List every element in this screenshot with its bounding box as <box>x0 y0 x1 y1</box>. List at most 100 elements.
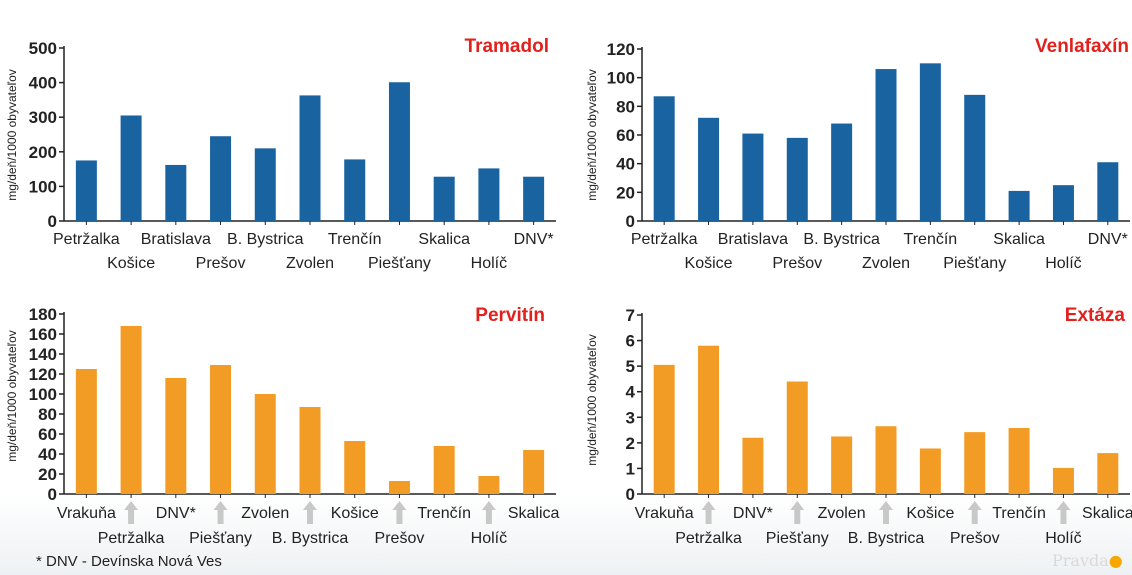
chart-tramadol: Tramadol mg/deň/1000 obyvateľov 0 100 200 300… <box>5 36 556 272</box>
category-label-holic: Holíč <box>1045 530 1081 547</box>
bar-petrzalka <box>75 160 97 221</box>
category-label-zvolen: Zvolen <box>818 505 866 522</box>
up-arrow-icon <box>392 501 407 524</box>
category-label-presov: Prešov <box>772 255 822 272</box>
y-tick-label: 20 <box>616 183 635 202</box>
category-label-trencin: Trenčín <box>992 505 1046 522</box>
bar-holic <box>478 476 500 494</box>
y-tick-label: 400 <box>29 74 57 93</box>
bar-kosice <box>344 441 366 494</box>
y-tick-label: 500 <box>29 39 57 58</box>
bar-holic <box>1052 185 1074 221</box>
footnote: * DNV - Devínska Nová Ves <box>36 553 222 570</box>
category-label-petrzalka: Petržalka <box>53 231 120 248</box>
bar-trencin <box>919 63 941 222</box>
y-tick-label: 40 <box>616 155 635 174</box>
category-label-kosice: Košice <box>331 505 379 522</box>
bar-bratislava <box>742 133 764 221</box>
y-axis-label: mg/deň/1000 obyvateľov <box>585 69 599 201</box>
y-tick-label: 200 <box>29 143 57 162</box>
y-tick-label: 120 <box>29 365 57 384</box>
category-label-zvolen: Zvolen <box>286 255 334 272</box>
bar-kosice <box>919 448 941 494</box>
bar-trencin <box>1008 428 1030 494</box>
y-tick-label: 1 <box>626 459 635 478</box>
bar-b-bystrica <box>831 123 853 221</box>
bar-zvolen <box>254 394 276 494</box>
bar-b-bystrica <box>875 426 897 494</box>
y-tick-label: 0 <box>626 485 635 504</box>
y-tick-label: 80 <box>38 405 57 424</box>
y-tick-label: 7 <box>626 306 635 325</box>
category-label-piestany: Piešťany <box>189 530 252 547</box>
category-label-petrzalka: Petržalka <box>675 530 742 547</box>
bar-dnv <box>1097 162 1119 221</box>
category-label-b-bystrica: B. Bystrica <box>803 231 880 248</box>
bar-piestany <box>786 381 808 494</box>
y-tick-label: 4 <box>626 383 636 402</box>
category-label-holic: Holíč <box>1045 255 1081 272</box>
y-tick-label: 0 <box>626 212 635 231</box>
chart-venlafaxin: Venlafaxín mg/deň/1000 obyvateľov 0 20 40 60 8… <box>585 36 1130 272</box>
bar-presov <box>964 432 986 494</box>
y-tick-label: 80 <box>616 97 635 116</box>
bar-petrzalka <box>653 96 675 221</box>
up-arrow-icon <box>1056 501 1071 524</box>
y-axis-label: mg/deň/1000 obyvateľov <box>585 334 599 466</box>
category-label-trencin: Trenčín <box>328 231 382 248</box>
y-tick-label: 60 <box>616 126 635 145</box>
up-arrow-icon <box>701 501 716 524</box>
y-tick-label: 20 <box>38 465 57 484</box>
category-label-trencin: Trenčín <box>904 231 958 248</box>
category-label-kosice: Košice <box>107 255 155 272</box>
watermark-dot-icon: ● <box>1108 551 1123 570</box>
bar-skalica <box>1097 453 1119 494</box>
watermark-logo: Pravda● <box>1052 551 1123 570</box>
y-tick-label: 100 <box>607 69 635 88</box>
category-label-trencin: Trenčín <box>417 505 471 522</box>
category-label-zvolen: Zvolen <box>241 505 289 522</box>
bar-kosice <box>698 117 720 221</box>
category-label-b-bystrica: B. Bystrica <box>272 530 349 547</box>
category-label-kosice: Košice <box>685 255 733 272</box>
category-label-piestany: Piešťany <box>943 255 1006 272</box>
bar-skalica <box>1008 190 1030 221</box>
y-axis-label: mg/deň/1000 obyvateľov <box>5 330 19 462</box>
bar-skalica <box>523 450 545 494</box>
bar-zvolen <box>299 95 321 221</box>
category-label-holic: Holíč <box>471 530 507 547</box>
chart-title: Extáza <box>1065 305 1126 326</box>
category-label-petrzalka: Petržalka <box>631 231 698 248</box>
y-tick-label: 2 <box>626 434 635 453</box>
category-label-skalica: Skalica <box>508 505 560 522</box>
category-label-bratislava: Bratislava <box>141 231 211 248</box>
category-label-holic: Holíč <box>471 255 507 272</box>
up-arrow-icon <box>790 501 805 524</box>
y-tick-label: 100 <box>29 177 57 196</box>
bar-dnv <box>742 437 764 494</box>
category-label-presov: Prešov <box>950 530 1000 547</box>
category-label-vrakuna: Vrakuňa <box>57 505 116 522</box>
category-label-dnv: DNV* <box>733 505 773 522</box>
bar-piestany <box>964 94 986 221</box>
up-arrow-icon <box>879 501 893 524</box>
bar-petrzalka <box>698 345 720 494</box>
category-label-vrakuna: Vrakuňa <box>635 505 694 522</box>
bar-dnv <box>165 378 187 494</box>
y-tick-label: 0 <box>48 485 57 504</box>
chart-title: Venlafaxín <box>1035 36 1129 57</box>
y-tick-label: 6 <box>626 332 635 351</box>
bar-holic <box>478 168 500 221</box>
up-arrow-icon <box>124 501 139 524</box>
category-label-dnv: DNV* <box>156 505 196 522</box>
y-tick-label: 40 <box>38 445 57 464</box>
y-tick-label: 180 <box>29 305 57 324</box>
up-arrow-icon <box>213 501 228 524</box>
y-tick-label: 3 <box>626 408 635 427</box>
up-arrow-icon <box>481 501 496 524</box>
bar-petrzalka <box>120 326 142 494</box>
category-label-presov: Prešov <box>196 255 246 272</box>
y-tick-label: 120 <box>607 40 635 59</box>
bar-piestany <box>210 365 232 494</box>
